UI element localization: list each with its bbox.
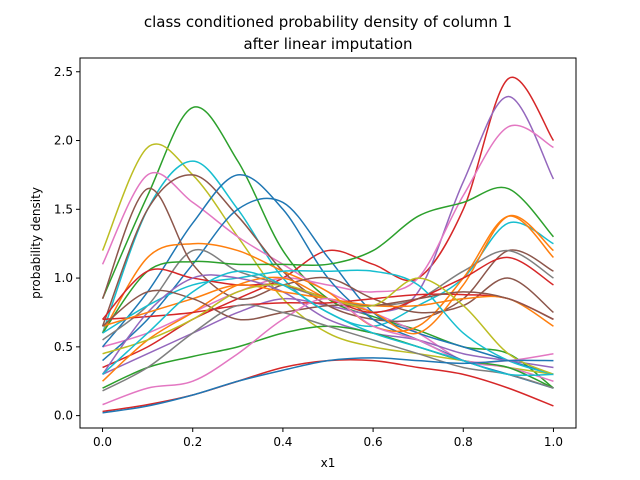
series-line-27	[102, 270, 554, 377]
chart-title-line-1: class conditioned probability density of…	[144, 13, 512, 31]
series-line-16	[102, 293, 554, 321]
series-line-13	[101, 186, 554, 334]
series-line-8	[101, 174, 554, 327]
series-line-21	[102, 289, 554, 327]
series-line-4	[102, 124, 554, 348]
x-axis-ticks: 0.0 0.2 0.4 0.6 0.8 1.0	[93, 428, 563, 449]
x-tick-label: 0.6	[364, 435, 383, 449]
series-line-10	[102, 197, 554, 376]
plot-frame	[79, 57, 577, 429]
y-axis-ticks: 0.0 0.5 1.0 1.5 2.0 2.5	[54, 65, 80, 423]
y-tick-label: 1.5	[54, 202, 73, 216]
y-tick-label: 2.5	[54, 65, 73, 79]
y-axis-label: probability density	[29, 187, 43, 299]
x-tick-label: 0.8	[454, 435, 473, 449]
series-line-3	[102, 95, 555, 376]
series-line-14	[101, 187, 554, 314]
plot-lines	[101, 76, 555, 414]
y-tick-label: 0.5	[54, 340, 73, 354]
x-axis-label: x1	[321, 456, 336, 470]
series-line-28	[102, 357, 554, 414]
y-tick-label: 1.0	[54, 271, 73, 285]
x-tick-label: 0.2	[183, 435, 202, 449]
y-tick-label: 2.0	[54, 134, 73, 148]
x-tick-label: 1.0	[544, 435, 563, 449]
series-line-17	[102, 269, 554, 376]
series-line-19	[101, 274, 554, 375]
series-line-26	[102, 303, 554, 392]
x-tick-label: 0.4	[273, 435, 292, 449]
y-tick-label: 0.0	[54, 409, 73, 423]
series-line-12	[101, 215, 554, 334]
x-tick-label: 0.0	[93, 435, 112, 449]
chart-title-line-2: after linear imputation	[243, 35, 412, 53]
